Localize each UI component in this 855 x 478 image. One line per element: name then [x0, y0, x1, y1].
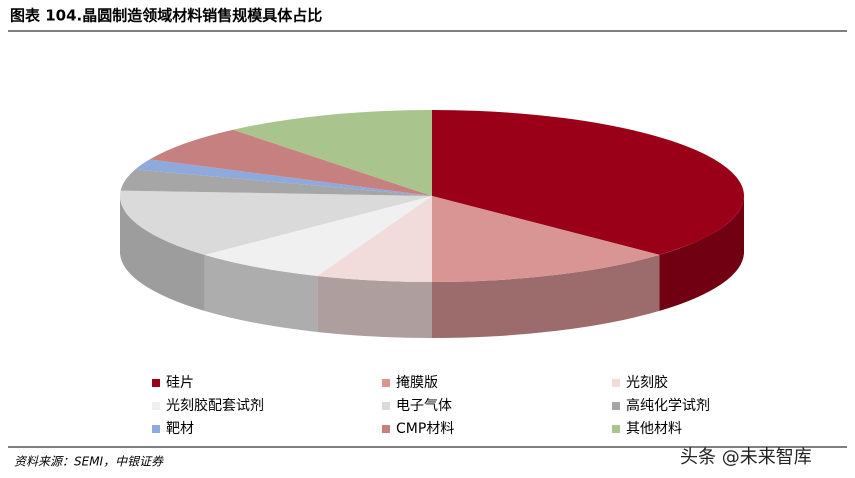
slice-side: [432, 254, 660, 338]
slice-side: [120, 196, 205, 311]
source: 资料来源：SEMI，中银证券: [14, 455, 164, 469]
legend-swatch: [152, 379, 160, 387]
legend-label: CMP材料: [396, 421, 454, 437]
legend-label: 高纯化学试剂: [626, 397, 710, 414]
slice: [233, 110, 432, 196]
legend-swatch: [152, 402, 160, 410]
legend-label: 其他材料: [626, 421, 682, 437]
slice: [135, 159, 432, 196]
chart-title: 图表 104.晶圆制造领域材料销售规模具体占比: [10, 7, 322, 25]
legend-label: 硅片: [166, 375, 194, 391]
legend-swatch: [382, 402, 390, 410]
legend-swatch: [382, 379, 390, 387]
slice: [120, 169, 432, 196]
slice-side: [204, 254, 318, 332]
slice: [432, 196, 660, 282]
slice: [149, 129, 432, 196]
watermark: 头条 @未来智库: [680, 447, 812, 468]
legend-swatch: [152, 425, 160, 433]
slice-side: [659, 196, 744, 311]
legend-label: 掩膜版: [396, 375, 438, 391]
slice: [432, 110, 744, 255]
slice: [120, 190, 432, 255]
legend-swatch: [612, 402, 620, 410]
slice: [317, 196, 432, 282]
legend-label: 电子气体: [396, 398, 452, 414]
legend-label: 靶材: [166, 421, 194, 437]
legend-swatch: [612, 379, 620, 387]
legend-swatch: [612, 425, 620, 433]
legend-swatch: [382, 425, 390, 433]
legend-label: 光刻胶: [626, 374, 668, 391]
slice: [204, 196, 432, 276]
slice-side: [317, 275, 432, 338]
legend-label: 光刻胶配套试剂: [166, 397, 264, 414]
